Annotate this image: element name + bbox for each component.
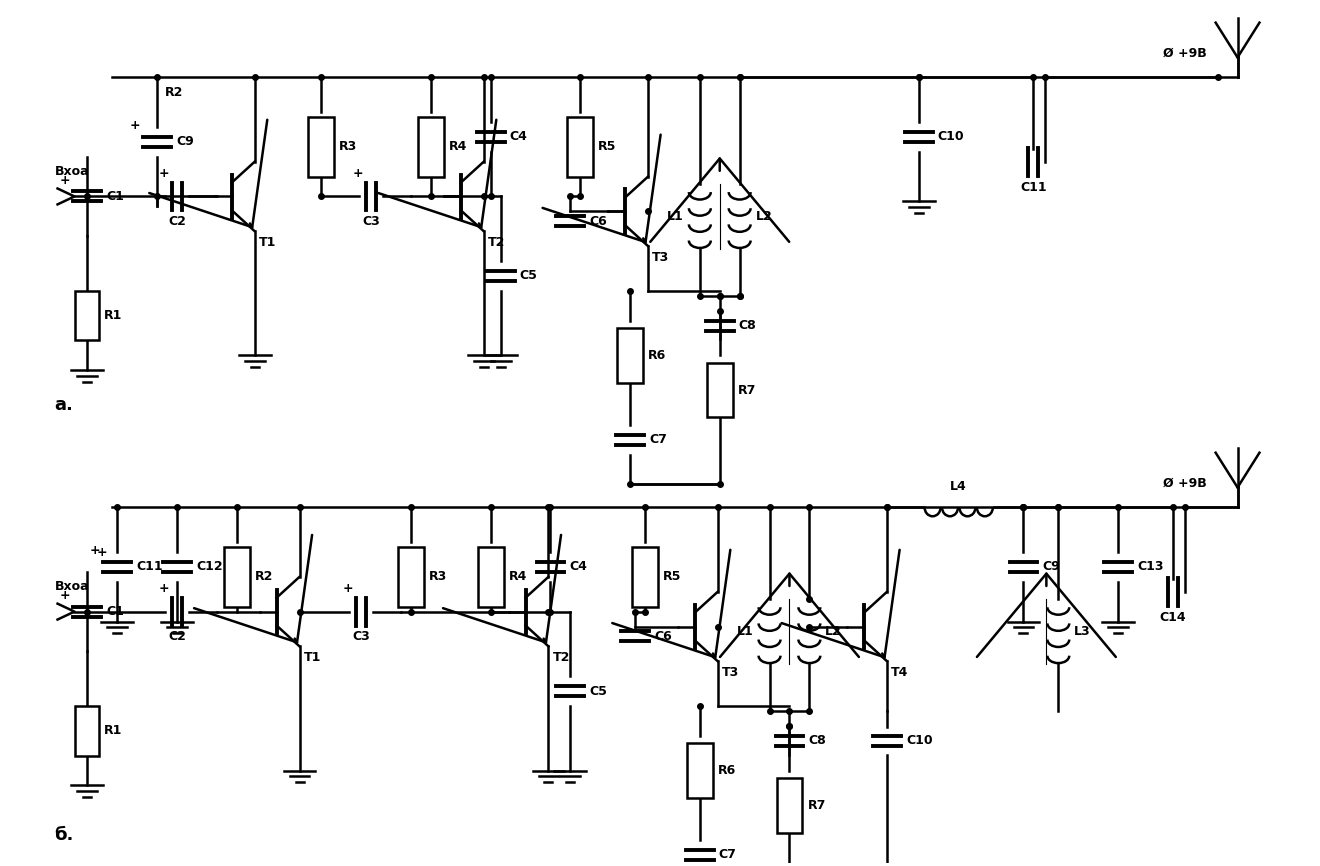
Text: R2: R2 xyxy=(165,86,183,99)
Text: C3: C3 xyxy=(363,216,380,229)
Text: R7: R7 xyxy=(738,384,756,397)
Text: Вхоa: Вхоa xyxy=(54,165,90,178)
Bar xyxy=(706,363,733,417)
Text: Ø +9В: Ø +9В xyxy=(1163,476,1206,489)
Text: C8: C8 xyxy=(739,319,756,332)
Text: R2: R2 xyxy=(255,571,273,584)
Text: +: + xyxy=(158,582,169,595)
Text: C3: C3 xyxy=(352,630,370,643)
Bar xyxy=(632,547,657,607)
Text: +: + xyxy=(129,119,140,132)
Text: C10: C10 xyxy=(906,734,933,747)
Text: C9: C9 xyxy=(176,135,194,148)
Text: R3: R3 xyxy=(339,140,358,153)
Bar xyxy=(568,117,593,177)
Text: C2: C2 xyxy=(168,216,186,229)
Text: L1: L1 xyxy=(737,625,754,638)
Bar xyxy=(686,743,713,798)
Text: R5: R5 xyxy=(598,140,616,153)
Text: Ø +9В: Ø +9В xyxy=(1163,47,1206,60)
Text: +: + xyxy=(59,173,70,186)
Text: T2: T2 xyxy=(553,651,570,664)
Text: C10: C10 xyxy=(937,131,965,144)
Text: C14: C14 xyxy=(1159,611,1187,624)
Text: T1: T1 xyxy=(259,236,276,249)
Text: T1: T1 xyxy=(304,651,321,664)
Text: T2: T2 xyxy=(487,236,506,249)
Text: R7: R7 xyxy=(808,798,826,811)
Text: L1: L1 xyxy=(667,210,684,223)
Bar xyxy=(75,291,99,340)
Text: C11: C11 xyxy=(1020,180,1047,194)
Text: C2: C2 xyxy=(168,630,186,643)
Text: +: + xyxy=(90,544,100,557)
Text: C5: C5 xyxy=(520,269,537,282)
Bar xyxy=(309,117,334,177)
Text: C4: C4 xyxy=(569,560,587,573)
Text: R3: R3 xyxy=(429,571,447,584)
Text: R4: R4 xyxy=(449,140,467,153)
Bar xyxy=(418,117,444,177)
Text: C1: C1 xyxy=(107,605,124,618)
Bar xyxy=(399,547,424,607)
Text: C9: C9 xyxy=(1043,560,1060,573)
Text: C4: C4 xyxy=(510,131,528,144)
Bar xyxy=(224,547,249,607)
Bar xyxy=(776,778,803,832)
Text: б.: б. xyxy=(54,826,74,844)
Text: C8: C8 xyxy=(808,734,826,747)
Text: R4: R4 xyxy=(508,571,527,584)
Text: T3: T3 xyxy=(652,251,669,264)
Text: C1: C1 xyxy=(107,190,124,203)
Bar xyxy=(478,547,504,607)
Text: R6: R6 xyxy=(648,349,667,362)
Text: а.: а. xyxy=(54,396,74,414)
Text: C7: C7 xyxy=(649,433,667,446)
Text: +: + xyxy=(343,582,354,595)
Text: Вхоa: Вхоa xyxy=(54,580,90,593)
Text: C12: C12 xyxy=(195,560,223,573)
Text: R1: R1 xyxy=(104,724,123,737)
Text: R5: R5 xyxy=(663,571,681,584)
Text: C5: C5 xyxy=(589,684,607,697)
Text: +: + xyxy=(352,166,363,179)
Text: C6: C6 xyxy=(653,630,672,643)
Text: C6: C6 xyxy=(589,215,607,228)
Text: T3: T3 xyxy=(722,666,739,679)
Text: C7: C7 xyxy=(719,849,737,862)
Text: C11: C11 xyxy=(136,560,162,573)
Text: L2: L2 xyxy=(755,210,772,223)
Text: +: + xyxy=(96,546,107,559)
Text: R6: R6 xyxy=(718,764,737,777)
Bar xyxy=(75,706,99,756)
Text: R1: R1 xyxy=(104,309,123,322)
Text: +: + xyxy=(158,166,169,179)
Text: L2: L2 xyxy=(825,625,842,638)
Text: L3: L3 xyxy=(1074,625,1090,638)
Bar xyxy=(618,328,643,383)
Text: T4: T4 xyxy=(891,666,908,679)
Text: +: + xyxy=(59,589,70,602)
Text: C13: C13 xyxy=(1137,560,1163,573)
Text: L4: L4 xyxy=(950,481,968,494)
